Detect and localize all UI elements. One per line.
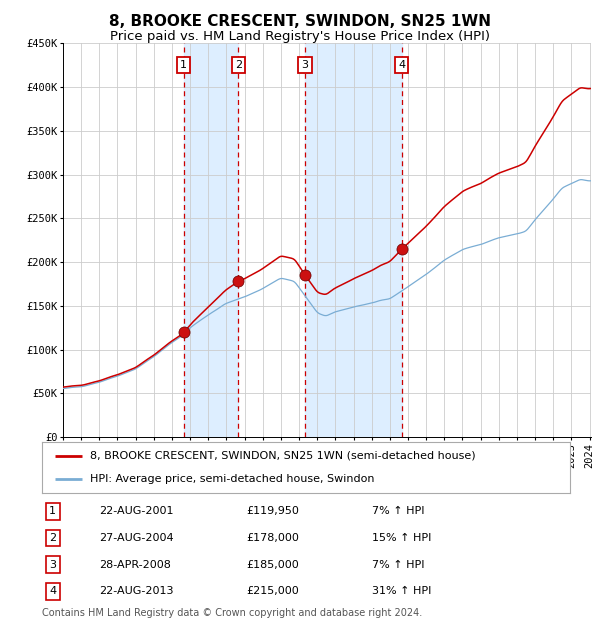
Text: 8, BROOKE CRESCENT, SWINDON, SN25 1WN (semi-detached house): 8, BROOKE CRESCENT, SWINDON, SN25 1WN (s… — [89, 451, 475, 461]
Text: 7% ↑ HPI: 7% ↑ HPI — [372, 559, 425, 570]
Bar — [305, 43, 401, 437]
Text: 4: 4 — [398, 60, 405, 70]
Text: 7% ↑ HPI: 7% ↑ HPI — [372, 506, 425, 516]
Text: Price paid vs. HM Land Registry's House Price Index (HPI): Price paid vs. HM Land Registry's House … — [110, 30, 490, 43]
Text: £119,950: £119,950 — [246, 506, 299, 516]
Text: 1: 1 — [180, 60, 187, 70]
Text: 3: 3 — [301, 60, 308, 70]
Text: 27-AUG-2004: 27-AUG-2004 — [99, 533, 173, 543]
Text: £178,000: £178,000 — [246, 533, 299, 543]
Text: 31% ↑ HPI: 31% ↑ HPI — [372, 586, 431, 596]
Text: 3: 3 — [49, 559, 56, 570]
Text: 8, BROOKE CRESCENT, SWINDON, SN25 1WN: 8, BROOKE CRESCENT, SWINDON, SN25 1WN — [109, 14, 491, 29]
Text: 2: 2 — [49, 533, 56, 543]
Text: Contains HM Land Registry data © Crown copyright and database right 2024.: Contains HM Land Registry data © Crown c… — [42, 608, 422, 618]
Text: 15% ↑ HPI: 15% ↑ HPI — [372, 533, 431, 543]
Text: 28-APR-2008: 28-APR-2008 — [99, 559, 171, 570]
Text: £185,000: £185,000 — [246, 559, 299, 570]
Text: HPI: Average price, semi-detached house, Swindon: HPI: Average price, semi-detached house,… — [89, 474, 374, 484]
Bar — [184, 43, 238, 437]
Text: 22-AUG-2001: 22-AUG-2001 — [99, 506, 173, 516]
Text: 2: 2 — [235, 60, 242, 70]
Text: 4: 4 — [49, 586, 56, 596]
Text: 22-AUG-2013: 22-AUG-2013 — [99, 586, 173, 596]
Text: 1: 1 — [49, 506, 56, 516]
Text: £215,000: £215,000 — [246, 586, 299, 596]
